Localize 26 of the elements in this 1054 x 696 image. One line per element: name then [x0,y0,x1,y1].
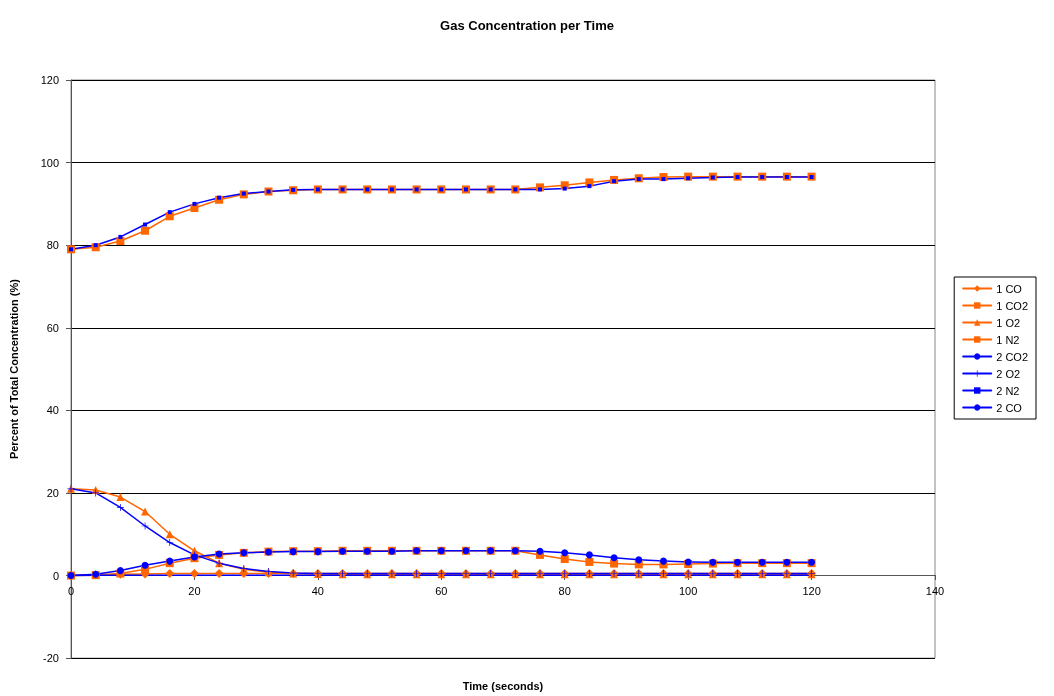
x-tick-label: 20 [188,584,201,597]
y-tick-label: 60 [46,321,59,334]
legend-label: 1 N2 [996,333,1020,346]
y-axis-title: Percent of Total Concentration (%) [7,278,20,460]
x-tick-label: 60 [435,584,448,597]
y-tick-label: -20 [43,652,59,665]
x-tick-label: 100 [678,584,698,597]
y-tick-label: 120 [40,74,59,86]
legend-label: 2 CO2 [996,350,1029,363]
x-tick-label: 40 [311,584,324,597]
legend-label: 1 O2 [996,316,1021,329]
y-tick-label: 20 [46,486,59,499]
x-tick-label: 120 [802,584,821,597]
x-tick-label: 140 [925,584,945,597]
legend-label: 2 O2 [996,367,1021,380]
y-tick-label: 100 [40,156,59,169]
x-axis-title: Time (seconds) [462,679,544,692]
y-tick-label: 80 [46,239,59,252]
legend-label: 1 CO2 [996,299,1029,312]
y-tick-label: 40 [46,404,59,417]
chart-title: Gas Concentration per Time [440,18,614,33]
legend-label: 2 N2 [996,384,1020,397]
legend-label: 1 CO [996,282,1023,295]
x-tick-label: 80 [558,584,571,597]
y-tick-label: 0 [52,569,59,582]
legend-label: 2 CO [996,401,1023,414]
